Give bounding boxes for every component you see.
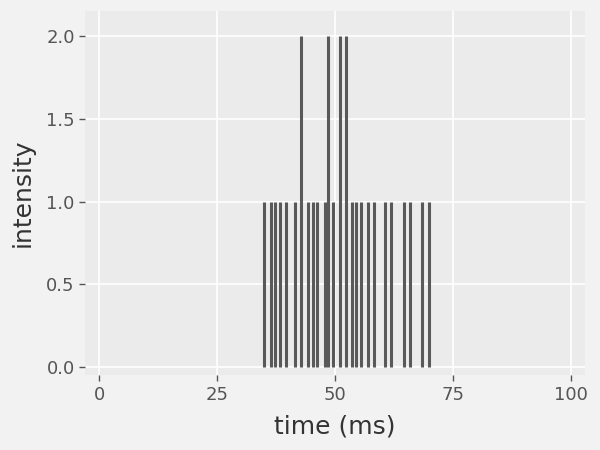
Y-axis label: intensity: intensity xyxy=(11,139,35,248)
X-axis label: time (ms): time (ms) xyxy=(274,415,396,439)
